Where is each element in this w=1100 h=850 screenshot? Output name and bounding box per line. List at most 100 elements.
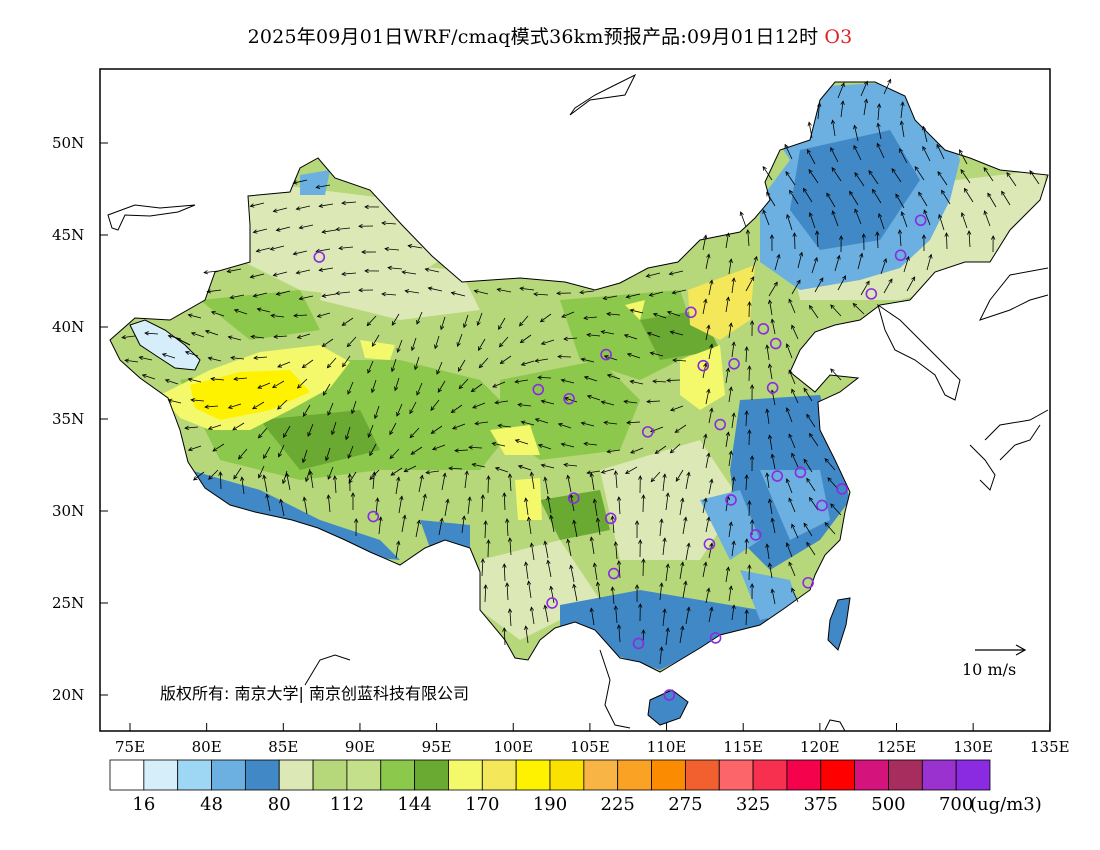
wind-arrow	[342, 355, 351, 368]
wind-arrow	[425, 470, 440, 475]
wind-arrow	[679, 561, 685, 580]
wind-arrow	[438, 517, 444, 536]
wind-arrow	[258, 465, 265, 479]
wind-arrow	[410, 337, 417, 352]
longitude-label: 85E	[268, 738, 299, 756]
wind-arrow	[141, 374, 156, 380]
wind-arrow	[502, 563, 507, 582]
wind-arrow	[589, 536, 595, 555]
wind-arrow	[941, 189, 951, 205]
wind-arrow	[899, 120, 905, 138]
wind-arrow	[854, 172, 865, 187]
wind-arrow	[283, 425, 291, 439]
lake-issyk-kul	[129, 319, 201, 371]
wind-arrow	[665, 563, 670, 582]
wind-arrow	[808, 432, 819, 447]
wind-arrow	[431, 444, 446, 451]
colorbar-label: 16	[132, 794, 156, 815]
wind-arrow	[791, 279, 801, 295]
wind-arrow	[817, 102, 822, 120]
wind-arrow	[430, 425, 443, 434]
wind-arrow	[563, 336, 578, 341]
wind-arrow	[265, 493, 271, 512]
wind-arrow	[747, 301, 752, 318]
wind-arrow	[436, 361, 443, 375]
longitude-label: 95E	[421, 738, 452, 756]
wind-arrow	[705, 452, 711, 469]
wind-arrow	[606, 373, 621, 380]
wind-arrow	[272, 380, 285, 389]
wind-arrow	[803, 522, 813, 537]
wind-arrow	[316, 312, 331, 318]
wind-arrow	[592, 562, 598, 581]
colorbar-label: 190	[532, 794, 568, 815]
colorbar-swatch	[583, 759, 619, 791]
wind-arrow	[623, 333, 638, 340]
wind-arrow	[580, 421, 595, 427]
city-marker	[546, 597, 558, 609]
wind-arrow	[853, 124, 859, 142]
wind-arrow	[534, 418, 549, 424]
wind-arrow	[728, 521, 733, 538]
colorbar-swatch	[955, 759, 991, 791]
wind-arrow	[347, 445, 354, 459]
wind-arrow	[321, 338, 334, 347]
wind-arrow	[731, 476, 736, 493]
wind-arrow	[788, 497, 796, 513]
wind-arrow	[364, 268, 380, 274]
wind-arrow	[788, 561, 796, 577]
wind-arrow	[124, 358, 139, 363]
wind-arrow	[1029, 170, 1040, 185]
colorbar-swatch	[346, 759, 382, 791]
wind-arrow	[837, 275, 847, 291]
wind-arrow	[824, 458, 836, 471]
wind-arrow	[483, 584, 488, 603]
wind-arrow	[749, 583, 755, 600]
wind-arrow	[226, 268, 242, 274]
wind-arrow	[278, 444, 285, 458]
wind-arrow	[249, 273, 265, 279]
wind-arrow	[938, 213, 945, 231]
wind-arrow	[371, 471, 377, 490]
wind-arrow	[725, 296, 731, 313]
wind-arrow	[546, 559, 552, 578]
wind-arrow	[768, 281, 778, 297]
wind-arrow	[987, 192, 997, 208]
wind-arrow	[786, 213, 793, 231]
wind-arrow	[863, 98, 869, 116]
wind-arrow	[662, 537, 667, 556]
wind-arrow	[164, 378, 179, 385]
wind-arrow	[606, 311, 621, 317]
coastlines	[107, 73, 1049, 731]
wind-reference-label: 10 m/s	[962, 660, 1017, 679]
city-marker	[771, 470, 784, 482]
wind-arrow	[486, 475, 491, 494]
wind-arrow	[389, 422, 397, 436]
wind-arrow	[240, 476, 245, 495]
wind-arrow	[518, 315, 529, 327]
wind-arrow	[625, 293, 641, 299]
wind-arrow	[840, 100, 845, 118]
wind-arrow	[499, 355, 512, 365]
wind-arrow	[549, 514, 555, 533]
wind-arrow	[679, 497, 685, 516]
latitude-label: 50N	[52, 134, 85, 152]
wind-arrow	[613, 541, 619, 560]
wind-arrow	[338, 245, 354, 251]
colorbar-swatch	[414, 759, 449, 791]
wind-arrow	[468, 445, 483, 450]
city-marker	[532, 383, 545, 396]
wind-arrow	[769, 234, 775, 252]
wind-arrow	[252, 228, 268, 234]
copyright-text: 版权所有: 南京大学| 南京创蓝科技有限公司	[160, 684, 469, 703]
wind-arrow	[471, 462, 486, 468]
wind-arrow	[321, 229, 337, 234]
wind-arrow	[473, 289, 489, 295]
wind-arrow	[725, 566, 731, 583]
wind-arrow	[204, 404, 219, 409]
wind-arrow	[491, 441, 506, 447]
city-marker	[769, 337, 782, 350]
wind-arrow	[478, 357, 489, 369]
latitude-label: 40N	[52, 318, 85, 336]
wind-arrow	[613, 605, 619, 624]
